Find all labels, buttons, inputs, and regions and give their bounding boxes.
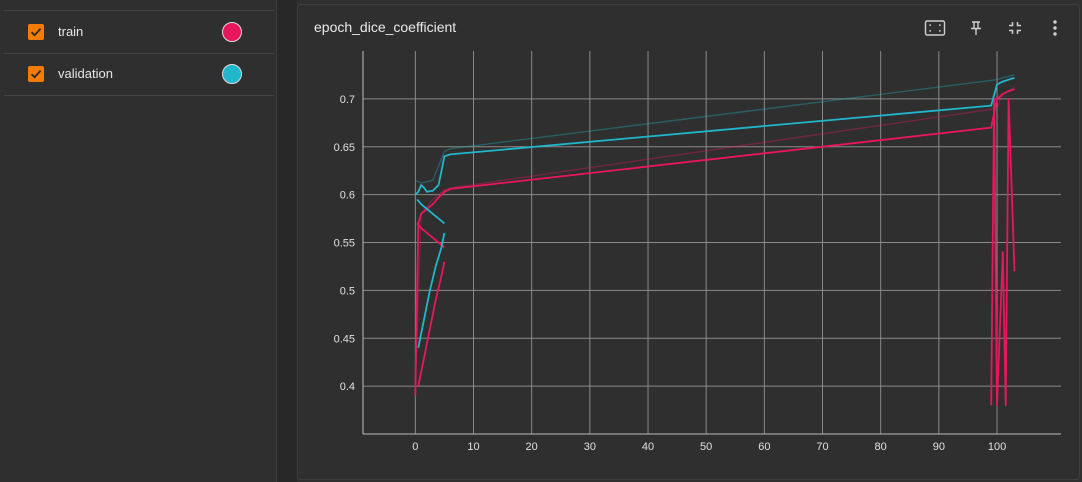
x-tick-label: 60 xyxy=(758,441,770,453)
x-tick-label: 20 xyxy=(526,441,538,453)
series-line-validation xyxy=(414,74,1015,184)
y-tick-label: 0.45 xyxy=(334,333,355,345)
x-tick-label: 50 xyxy=(700,441,712,453)
scalar-card: epoch_dice_coefficient 0 10 20 30 40 50 60 70 80… xyxy=(297,4,1080,480)
resize-gutter[interactable] xyxy=(277,0,297,482)
y-tick-label: 0.7 xyxy=(340,94,355,106)
runs-sidebar: train validation xyxy=(0,0,276,482)
x-tick-label: 30 xyxy=(584,441,596,453)
run-label-train: train xyxy=(58,24,84,39)
line-chart[interactable]: 0 10 20 30 40 50 60 70 80 90 100 0.4 0.45 0.5 0.55 0.6 0… xyxy=(298,5,1079,479)
check-icon xyxy=(30,69,42,79)
checkbox-train[interactable] xyxy=(28,24,44,40)
color-swatch-train[interactable] xyxy=(222,22,242,42)
y-tick-label: 0.6 xyxy=(340,190,355,202)
x-tick-label: 90 xyxy=(933,441,945,453)
series-line-train xyxy=(990,98,1016,407)
color-swatch-validation[interactable] xyxy=(222,64,242,84)
x-tick-label: 10 xyxy=(467,441,479,453)
check-icon xyxy=(30,27,42,37)
y-tick-label: 0.5 xyxy=(340,285,355,297)
collapse-icon[interactable] xyxy=(1004,17,1026,39)
x-tick-label: 0 xyxy=(412,441,418,453)
series-line-validation xyxy=(417,232,446,348)
more-vert-icon[interactable] xyxy=(1044,17,1066,39)
x-tick-label: 40 xyxy=(642,441,654,453)
series-line-train xyxy=(414,86,1015,387)
checkbox-validation[interactable] xyxy=(28,66,44,82)
run-row-train[interactable]: train xyxy=(4,10,274,54)
sidebar-divider xyxy=(276,0,277,482)
pin-icon[interactable] xyxy=(965,17,987,39)
y-tick-label: 0.65 xyxy=(334,142,355,154)
series-line-validation xyxy=(414,76,1015,196)
series-line-train xyxy=(416,222,445,248)
x-tick-label: 80 xyxy=(875,441,887,453)
x-tick-label: 70 xyxy=(816,441,828,453)
series-line-validation xyxy=(416,198,445,225)
run-label-validation: validation xyxy=(58,66,113,81)
series-line-train xyxy=(414,88,1015,396)
x-tick-label: 100 xyxy=(988,441,1006,453)
y-tick-label: 0.55 xyxy=(334,238,355,250)
card-title: epoch_dice_coefficient xyxy=(314,19,457,35)
fit-domain-icon[interactable] xyxy=(924,17,946,39)
y-tick-label: 0.4 xyxy=(340,381,355,393)
series-line-train xyxy=(417,261,446,387)
run-row-validation[interactable]: validation xyxy=(4,53,274,96)
